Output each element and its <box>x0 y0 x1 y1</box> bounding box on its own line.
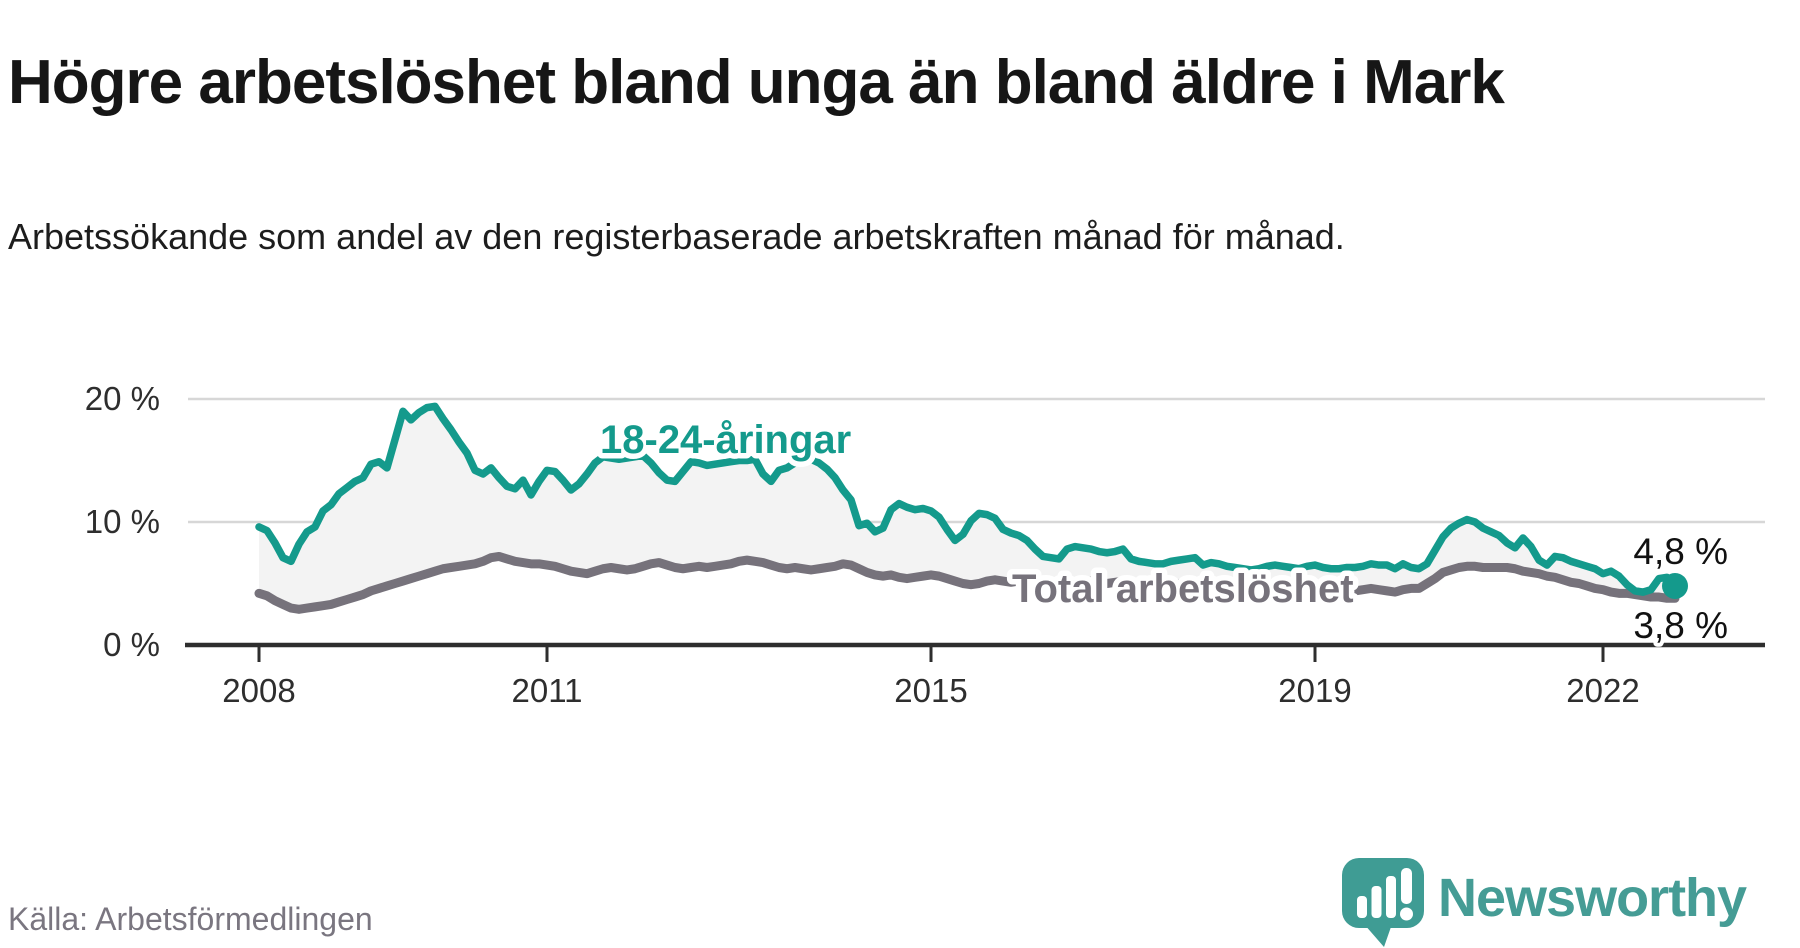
x-axis-label-2022: 2022 <box>1566 672 1639 709</box>
newsworthy-logo-icon <box>1342 858 1424 947</box>
newsworthy-logo: Newsworthy <box>1342 858 1748 947</box>
y-axis-label-0: 0 % <box>103 626 160 663</box>
bar-chart-glyph <box>1357 868 1413 921</box>
y-axis-label-10: 10 % <box>85 503 160 540</box>
brand-wordmark: Newsworthy <box>1438 868 1747 928</box>
exclamation-bar <box>1401 868 1412 904</box>
speech-bubble-tail <box>1364 924 1392 947</box>
x-axis-label-2019: 2019 <box>1278 672 1351 709</box>
page-title: Högre arbetslöshet bland unga än bland ä… <box>8 47 1505 117</box>
end-value-total: 3,8 % <box>1633 605 1728 646</box>
x-axis-label-2008: 2008 <box>222 672 295 709</box>
series-label-total: Total arbetslöshet <box>1012 567 1354 611</box>
exclamation-dot <box>1400 907 1413 921</box>
x-axis-label-2011: 2011 <box>512 672 583 709</box>
x-axis-label-2015: 2015 <box>894 672 967 709</box>
y-axis-label-20: 20 % <box>85 380 160 417</box>
chart-geometry <box>185 397 1765 662</box>
end-value-youth: 4,8 % <box>1633 531 1728 572</box>
page-subtitle: Arbetssökande som andel av den registerb… <box>8 216 1345 257</box>
series-label-youth: 18-24-åringar <box>600 418 851 462</box>
source-caption: Källa: Arbetsförmedlingen <box>8 901 373 937</box>
